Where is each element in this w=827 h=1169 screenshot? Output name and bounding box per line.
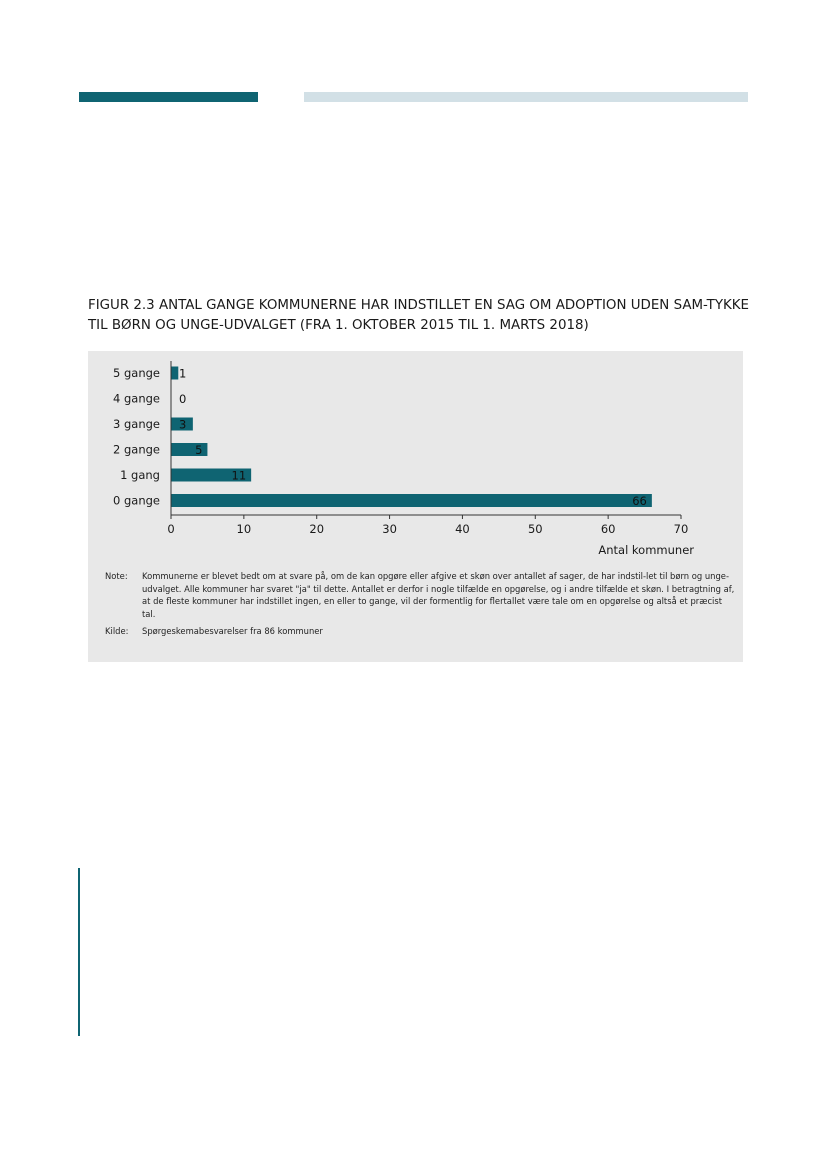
bar	[171, 366, 179, 380]
data-label: 3	[179, 418, 186, 432]
category-label: 1 gang	[120, 468, 160, 482]
data-label: 0	[179, 392, 186, 406]
category-label: 5 gange	[113, 366, 160, 380]
source-text: Spørgeskemabesvarelser fra 86 kommuner	[142, 626, 323, 636]
x-tick-label: 60	[601, 522, 616, 536]
x-tick-label: 70	[674, 522, 689, 536]
source-row: Kilde: Spørgeskemabesvarelser fra 86 kom…	[105, 625, 735, 638]
note-label: Note:	[105, 571, 128, 581]
x-tick-label: 30	[382, 522, 397, 536]
figure-title: FIGUR 2.3 ANTAL GANGE KOMMUNERNE HAR IND…	[88, 298, 750, 333]
x-tick-label: 10	[237, 522, 252, 536]
side-accent-rule	[78, 868, 80, 1036]
header-accent-bar	[79, 92, 258, 102]
data-label: 5	[195, 443, 202, 457]
bar	[171, 443, 208, 456]
bar	[171, 494, 652, 507]
bar	[171, 468, 252, 482]
category-label: 4 gange	[113, 392, 160, 406]
data-label: 1	[179, 367, 186, 381]
category-label: 0 gange	[113, 494, 160, 508]
figure-notes: Note: Kommunerne er blevet bedt om at sv…	[105, 570, 735, 638]
x-tick-label: 20	[309, 522, 324, 536]
chart-panel: 5 gange 4 gange 3 gange 2 gange 1 gang 0 gang…	[88, 351, 743, 662]
data-label: 11	[232, 469, 247, 483]
note-row: Note: Kommunerne er blevet bedt om at sv…	[105, 570, 735, 620]
x-tick-label: 40	[455, 522, 470, 536]
header-light-bar	[304, 92, 748, 102]
note-text: Kommunerne er blevet bedt om at svare på…	[142, 571, 735, 619]
data-label: 66	[632, 494, 647, 508]
x-axis-title: Antal kommuner	[598, 543, 694, 557]
bar	[171, 417, 193, 431]
x-tick-label: 50	[528, 522, 543, 536]
bar-chart: 5 gange 4 gange 3 gange 2 gange 1 gang 0 gang…	[113, 361, 694, 557]
source-label: Kilde:	[105, 626, 129, 636]
category-label: 3 gange	[113, 417, 160, 431]
x-tick-label: 0	[167, 522, 174, 536]
category-label: 2 gange	[113, 443, 160, 457]
